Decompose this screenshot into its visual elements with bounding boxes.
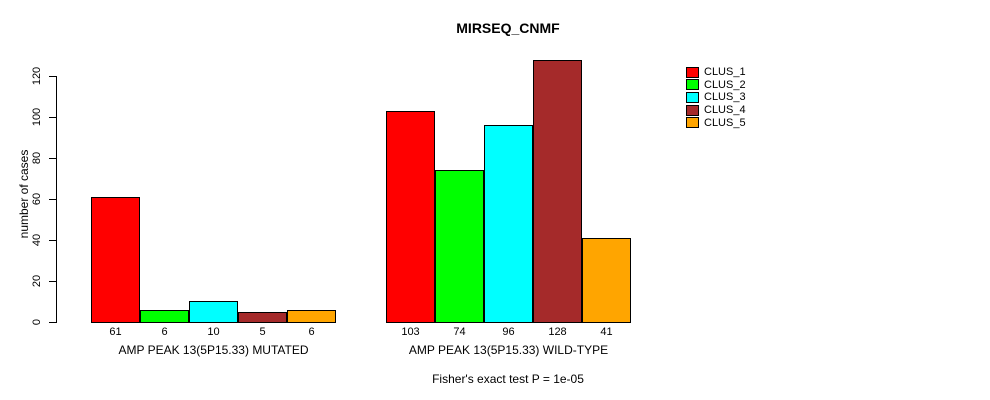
- bar-value-label: 41: [600, 326, 613, 338]
- y-tick-label: 60: [31, 192, 43, 206]
- bar-clus_5-group2: [582, 238, 631, 323]
- bar-clus_4-group2: [533, 60, 582, 323]
- bar-clus_3-group2: [484, 125, 533, 323]
- y-tick: [49, 199, 56, 200]
- bar-value-label: 6: [161, 326, 168, 338]
- y-tick: [49, 117, 56, 118]
- y-tick-label: 80: [31, 151, 43, 165]
- legend-item: CLUS_3: [686, 91, 746, 104]
- bar-clus_1-group2: [386, 111, 435, 323]
- y-tick-label: 20: [31, 274, 43, 288]
- bar-value-label: 10: [207, 326, 220, 338]
- group-label: AMP PEAK 13(5P15.33) MUTATED: [118, 343, 309, 357]
- y-axis-line: [56, 76, 57, 323]
- y-tick: [49, 240, 56, 241]
- legend-item: CLUS_5: [686, 116, 746, 129]
- y-tick: [49, 76, 56, 77]
- bar-value-label: 6: [308, 326, 315, 338]
- y-tick-label: 0: [31, 318, 43, 326]
- y-tick: [49, 322, 56, 323]
- legend-swatch-icon: [686, 104, 699, 116]
- legend-swatch-icon: [686, 66, 699, 78]
- legend-label: CLUS_1: [704, 66, 746, 79]
- bar-clus_5-group1: [287, 310, 336, 323]
- bar-clus_1-group1: [91, 197, 140, 323]
- bar-clus_4-group1: [238, 312, 287, 323]
- legend-item: CLUS_4: [686, 104, 746, 117]
- legend-label: CLUS_4: [704, 104, 746, 117]
- legend-swatch-icon: [686, 91, 699, 103]
- legend-label: CLUS_3: [704, 91, 746, 104]
- bar-value-label: 74: [453, 326, 466, 338]
- y-tick-label: 120: [31, 66, 43, 86]
- y-tick-label: 40: [31, 233, 43, 247]
- bar-value-label: 61: [109, 326, 122, 338]
- y-tick: [49, 281, 56, 282]
- bar-value-label: 128: [548, 326, 567, 338]
- legend-item: CLUS_2: [686, 79, 746, 92]
- chart-title: MIRSEQ_CNMF: [456, 20, 560, 36]
- bar-clus_2-group1: [140, 310, 189, 323]
- legend-swatch-icon: [686, 79, 699, 91]
- legend-label: CLUS_5: [704, 116, 746, 129]
- y-tick-label: 100: [31, 107, 43, 127]
- bar-value-label: 96: [502, 326, 515, 338]
- fisher-test-annotation: Fisher's exact test P = 1e-05: [432, 372, 584, 386]
- y-tick: [49, 158, 56, 159]
- bar-clus_3-group1: [189, 301, 238, 323]
- legend-item: CLUS_1: [686, 66, 746, 79]
- group-label: AMP PEAK 13(5P15.33) WILD-TYPE: [408, 343, 609, 357]
- legend-label: CLUS_2: [704, 78, 746, 91]
- bar-value-label: 103: [401, 326, 420, 338]
- y-axis-label: number of cases: [17, 149, 31, 239]
- legend: CLUS_1 CLUS_2 CLUS_3 CLUS_4 CLUS_5: [686, 66, 746, 129]
- bar-clus_2-group2: [435, 170, 484, 323]
- bar-value-label: 5: [259, 326, 266, 338]
- legend-swatch-icon: [686, 117, 699, 129]
